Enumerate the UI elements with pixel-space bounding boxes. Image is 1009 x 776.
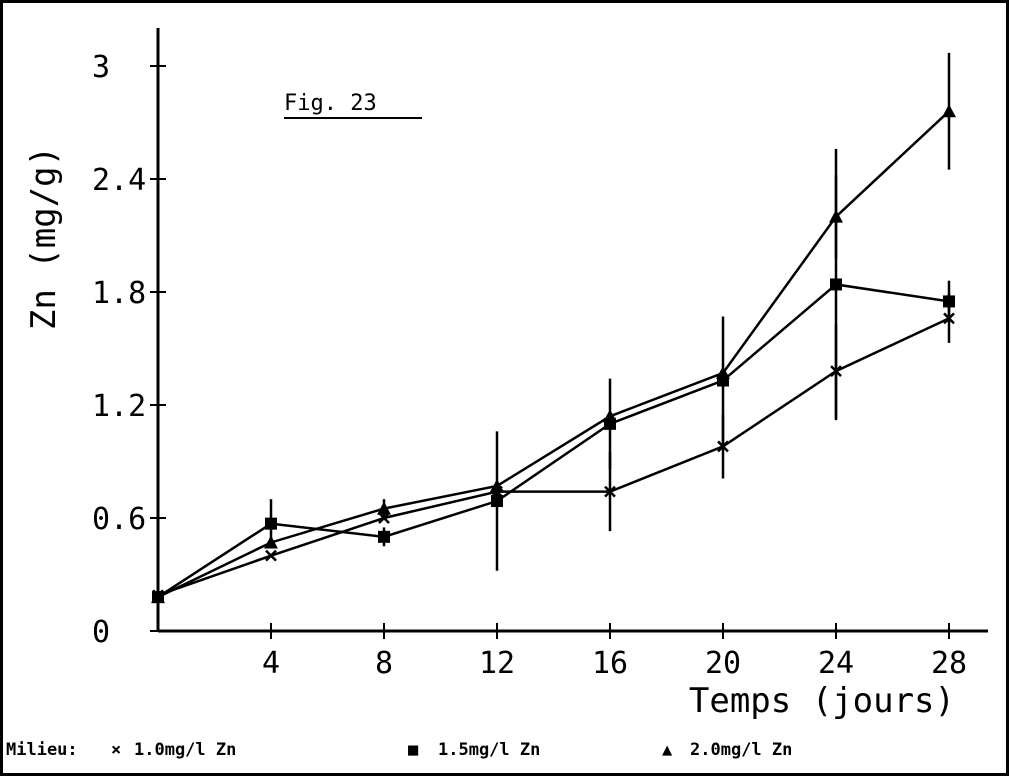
x-axis-title: Temps (jours) (689, 681, 955, 721)
x-tick-label-20: 20 (705, 646, 741, 681)
series-3-point-6 (829, 209, 843, 223)
series-3-point-1 (264, 535, 278, 549)
series-layer (151, 52, 956, 604)
series-3-line (157, 110, 950, 599)
y-tick-label-0: 0 (92, 615, 110, 650)
series-3-point-7 (942, 104, 956, 118)
y-axis-title: Zn (mg/g) (24, 146, 64, 330)
series-3-point-3 (490, 478, 504, 492)
x-tick-label-28: 28 (931, 646, 967, 681)
series-1 (152, 293, 955, 602)
legend-symbol-square: ■ (408, 740, 419, 760)
x-tick-label-24: 24 (818, 646, 854, 681)
legend-symbol-cross: × (111, 740, 122, 760)
series-3-point-0 (151, 590, 165, 604)
series-2-point-2 (378, 530, 390, 543)
x-tick-label-12: 12 (479, 646, 515, 681)
series-3 (151, 52, 956, 604)
x-tick-label-8: 8 (375, 646, 393, 681)
series-2-point-3 (491, 495, 503, 508)
series-2-point-1 (265, 517, 277, 530)
y-tick-label-3: 3 (92, 50, 110, 85)
figure-label: Fig. 23 (284, 91, 377, 116)
legend-symbol-triangle: ▲ (662, 740, 673, 760)
series-1-point-5 (717, 440, 729, 453)
legend-label-3: 2.0mg/l Zn (690, 740, 793, 760)
series-3-point-4 (603, 409, 617, 423)
series-1-point-1 (265, 549, 277, 562)
axes: 4 8 12 16 20 24 28 0 0.6 1.2 1.8 2.4 3 (92, 28, 988, 681)
chart-plot: 4 8 12 16 20 24 28 0 0.6 1.2 1.8 2.4 3 Fig. 23 Temps… (24, 28, 988, 721)
legend-title: Milieu: (6, 740, 78, 760)
series-3-point-2 (377, 501, 391, 515)
x-tick-label-16: 16 (592, 646, 628, 681)
series-3-point-5 (716, 365, 730, 379)
y-tick-label-0.6: 0.6 (92, 502, 146, 537)
x-tick-label-4: 4 (262, 646, 280, 681)
legend-label-1: 1.0mg/l Zn (134, 740, 237, 760)
series-1-line (157, 317, 950, 597)
y-tick-label-1.8: 1.8 (92, 276, 146, 311)
legend-label-2: 1.5mg/l Zn (438, 740, 541, 760)
series-2-line (157, 283, 950, 599)
series-2-point-6 (830, 278, 842, 291)
legend: Milieu: × 1.0mg/l Zn ■ 1.5mg/l Zn ▲ 2.0m… (6, 740, 996, 766)
series-1-point-4 (604, 485, 616, 498)
y-tick-label-2.4: 2.4 (92, 163, 146, 198)
series-2-point-7 (943, 295, 955, 308)
y-tick-label-1.2: 1.2 (92, 389, 146, 424)
